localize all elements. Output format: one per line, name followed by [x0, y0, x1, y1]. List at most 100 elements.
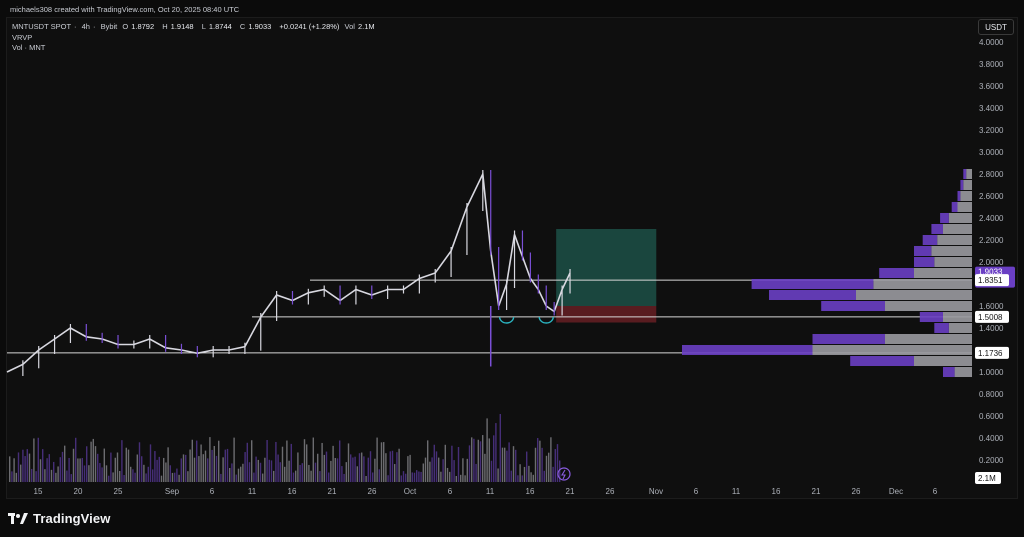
volume-bar [11, 471, 13, 482]
volume-bar [347, 443, 350, 482]
volume-bar [554, 449, 556, 482]
y-tick-label: 0.2000 [979, 456, 1004, 465]
volume-bar [334, 458, 336, 482]
x-tick-label: 6 [694, 487, 699, 496]
volume-profile-bar [922, 235, 938, 245]
volume-bar [180, 458, 182, 482]
volume-bar [229, 467, 231, 482]
volume-bar [510, 470, 512, 482]
volume-bar [440, 471, 442, 482]
volume-bar [114, 457, 116, 482]
currency-selector[interactable]: USDT [978, 19, 1014, 35]
y-tick-label: 2.0000 [979, 258, 1004, 267]
volume-bar [42, 449, 44, 482]
volume-bar [57, 466, 59, 482]
volume-bar [182, 454, 185, 482]
volume-bar [497, 468, 499, 482]
volume-bar [444, 444, 446, 482]
volume-bar [68, 457, 70, 482]
volume-bar [367, 457, 369, 482]
y-tick-label: 3.0000 [979, 148, 1004, 157]
volume-bar [418, 471, 420, 482]
volume-bar [526, 451, 528, 482]
volume-bar [545, 455, 548, 482]
legend-high-value: 1.9148 [170, 22, 194, 31]
volume-profile-bar [812, 334, 885, 344]
volume-bar [77, 458, 79, 482]
volume-bar [416, 470, 418, 482]
volume-bar [493, 435, 495, 482]
volume-bar [460, 474, 462, 482]
volume-profile-bar [885, 334, 972, 344]
volume-bar [275, 441, 277, 482]
volume-bar [537, 438, 539, 482]
volume-bar [165, 462, 167, 482]
volume-bar [31, 468, 33, 482]
volume-profile-bar [960, 191, 972, 201]
volume-bar [486, 418, 488, 482]
volume-profile-bar [914, 356, 972, 366]
volume-bar [365, 475, 367, 482]
legend-indicator-vrvp[interactable]: VRVP [12, 32, 33, 42]
volume-bar [457, 447, 460, 482]
volume-bar [292, 472, 295, 482]
legend-ohlc-row: MNTUSDT SPOT · 4h · Bybit O 1.8792 H 1.9148 … [12, 22, 375, 31]
volume-bar [226, 448, 229, 482]
y-tick-label: 1.6000 [979, 302, 1004, 311]
volume-bar [44, 469, 46, 482]
volume-bar [490, 460, 493, 482]
tradingview-brand[interactable]: TradingView [8, 511, 110, 526]
volume-bar [325, 451, 328, 482]
legend-close-label: C [239, 22, 246, 31]
legend-indicator-volume[interactable]: Vol · MNT [12, 43, 46, 52]
volume-bar [442, 459, 444, 482]
volume-bar [268, 459, 270, 482]
double-bottom-marker [538, 316, 554, 324]
volume-bar [200, 444, 202, 482]
volume-bar [240, 466, 242, 482]
volume-bar [202, 454, 204, 482]
y-tick-label: 2.6000 [979, 192, 1004, 201]
legend-exchange: Bybit [100, 22, 118, 31]
x-tick-label: Dec [889, 487, 903, 496]
volume-bar [50, 469, 53, 482]
volume-bar [218, 440, 220, 482]
volume-bar [297, 452, 299, 482]
volume-bar [396, 452, 398, 482]
x-tick-label: 16 [772, 487, 781, 496]
volume-bar [328, 472, 330, 482]
volume-profile-bar [934, 257, 972, 267]
volume-bar [46, 458, 48, 482]
volume-profile-bar [957, 202, 972, 212]
volume-profile-bar [919, 312, 943, 322]
legend-interval[interactable]: 4h [81, 22, 90, 31]
volume-bar [158, 456, 160, 482]
level-price-badge [975, 274, 1009, 287]
y-tick-label: 4.0000 [979, 38, 1004, 47]
volume-bar [356, 466, 358, 482]
volume-bar [48, 454, 50, 482]
volume-bar [26, 449, 28, 482]
volume-bar [422, 463, 424, 482]
volume-bar [92, 438, 94, 482]
legend-low-label: L [201, 22, 206, 31]
volume-bar [163, 457, 165, 482]
volume-bar [528, 465, 530, 482]
current-price-value: 1.9033 [978, 268, 1003, 277]
volume-bar [372, 472, 374, 482]
volume-bar [369, 451, 372, 482]
volume-bar [88, 465, 90, 482]
volume-bar [121, 440, 123, 482]
legend-low-value: 1.8744 [208, 22, 232, 31]
volume-bar [99, 463, 101, 482]
volume-bar [145, 473, 147, 482]
volume-bar [506, 450, 508, 482]
volume-bar [86, 446, 88, 482]
chart-panel[interactable] [6, 17, 1018, 499]
volume-bar [171, 472, 174, 482]
volume-bar [266, 439, 268, 482]
volume-bar [299, 464, 301, 482]
legend-symbol[interactable]: MNTUSDT SPOT [12, 22, 72, 31]
x-tick-label: 11 [486, 487, 495, 496]
